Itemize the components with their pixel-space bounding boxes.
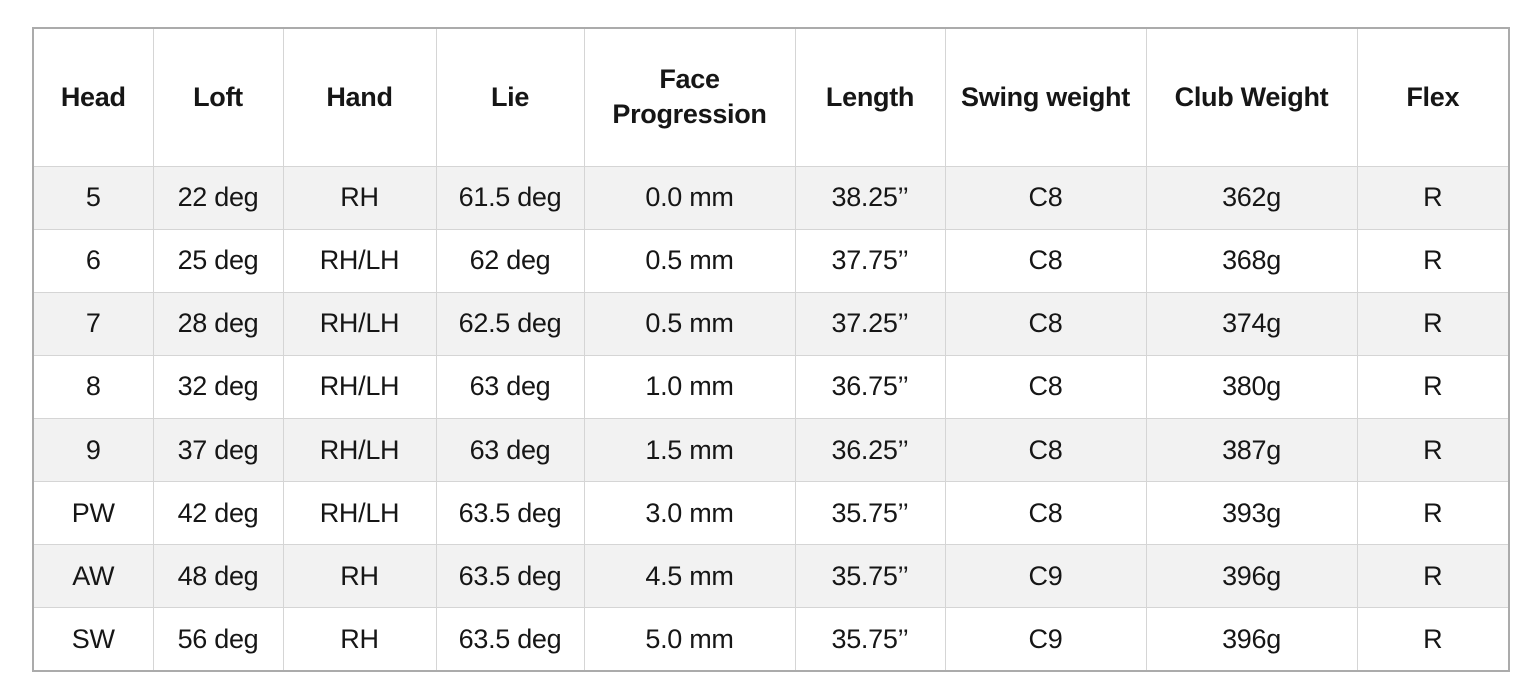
table-cell: 32 deg [152, 354, 284, 420]
table-row: 9 37 deg RH/LH 63 deg 1.5 mm 36.25’’ C8 387g R [32, 417, 1510, 483]
table-cell: 35.75’’ [794, 481, 946, 546]
table-cell: C8 [944, 165, 1147, 230]
table-cell: 0.5 mm [583, 291, 796, 356]
table-cell: 1.5 mm [583, 417, 796, 483]
table-cell: 62 deg [435, 228, 585, 293]
table-cell: R [1356, 291, 1510, 356]
table-cell: 25 deg [152, 228, 284, 293]
table-cell: RH/LH [282, 481, 437, 546]
club-spec-table: Head Loft Hand Lie Face Progression Leng… [32, 27, 1510, 672]
table-cell: 4.5 mm [583, 544, 796, 609]
column-header-swing-weight: Swing weight [944, 27, 1147, 167]
table-cell: RH [282, 544, 437, 609]
table-cell: 48 deg [152, 544, 284, 609]
column-header-head: Head [32, 27, 154, 167]
table-cell: C9 [944, 544, 1147, 609]
column-header-length: Length [794, 27, 946, 167]
table-cell: RH [282, 607, 437, 672]
table-cell: 0.0 mm [583, 165, 796, 230]
table-row: PW 42 deg RH/LH 63.5 deg 3.0 mm 35.75’’ C8 393g… [32, 481, 1510, 546]
table-cell: 0.5 mm [583, 228, 796, 293]
table-cell: C8 [944, 291, 1147, 356]
table-cell: C8 [944, 354, 1147, 420]
table-cell: 56 deg [152, 607, 284, 672]
table-cell: 374g [1145, 291, 1358, 356]
table-row: SW 56 deg RH 63.5 deg 5.0 mm 35.75’’ C9 396g R [32, 607, 1510, 672]
table-cell: R [1356, 354, 1510, 420]
table-row: 5 22 deg RH 61.5 deg 0.0 mm 38.25’’ C8 362g R [32, 165, 1510, 230]
table-cell: 1.0 mm [583, 354, 796, 420]
table-cell: SW [32, 607, 154, 672]
table-cell: 362g [1145, 165, 1358, 230]
table-cell: R [1356, 165, 1510, 230]
table-row: 7 28 deg RH/LH 62.5 deg 0.5 mm 37.25’’ C8 374g R [32, 291, 1510, 356]
table-cell: C8 [944, 417, 1147, 483]
table-cell: 37 deg [152, 417, 284, 483]
table-cell: 61.5 deg [435, 165, 585, 230]
table-cell: 63.5 deg [435, 544, 585, 609]
table-cell: RH/LH [282, 228, 437, 293]
table-cell: 42 deg [152, 481, 284, 546]
table-cell: 396g [1145, 607, 1358, 672]
table-body: 5 22 deg RH 61.5 deg 0.0 mm 38.25’’ C8 362g R 6 25… [32, 165, 1510, 672]
header-row: Head Loft Hand Lie Face Progression Leng… [32, 27, 1510, 167]
table-cell: RH/LH [282, 417, 437, 483]
table-cell: 63.5 deg [435, 481, 585, 546]
table-cell: PW [32, 481, 154, 546]
table-cell: 22 deg [152, 165, 284, 230]
table-cell: 5 [32, 165, 154, 230]
table-cell: R [1356, 544, 1510, 609]
table-cell: 387g [1145, 417, 1358, 483]
table-row: AW 48 deg RH 63.5 deg 4.5 mm 35.75’’ C9 396g R [32, 544, 1510, 609]
table-cell: 36.25’’ [794, 417, 946, 483]
table-cell: 380g [1145, 354, 1358, 420]
table-cell: R [1356, 228, 1510, 293]
table-cell: 38.25’’ [794, 165, 946, 230]
column-header-flex: Flex [1356, 27, 1510, 167]
table-cell: 36.75’’ [794, 354, 946, 420]
table-row: 8 32 deg RH/LH 63 deg 1.0 mm 36.75’’ C8 380g R [32, 354, 1510, 420]
table-cell: 3.0 mm [583, 481, 796, 546]
column-header-lie: Lie [435, 27, 585, 167]
table-header: Head Loft Hand Lie Face Progression Leng… [32, 27, 1510, 167]
table-cell: 63 deg [435, 417, 585, 483]
table-cell: AW [32, 544, 154, 609]
table-cell: 396g [1145, 544, 1358, 609]
table-cell: R [1356, 481, 1510, 546]
table-cell: 62.5 deg [435, 291, 585, 356]
table-cell: R [1356, 417, 1510, 483]
table-cell: C9 [944, 607, 1147, 672]
table-cell: 368g [1145, 228, 1358, 293]
table-cell: 35.75’’ [794, 607, 946, 672]
table-cell: RH [282, 165, 437, 230]
column-header-hand: Hand [282, 27, 437, 167]
table-cell: C8 [944, 481, 1147, 546]
table-cell: R [1356, 607, 1510, 672]
table-cell: 5.0 mm [583, 607, 796, 672]
table-row: 6 25 deg RH/LH 62 deg 0.5 mm 37.75’’ C8 368g R [32, 228, 1510, 293]
table-cell: 6 [32, 228, 154, 293]
table-cell: 35.75’’ [794, 544, 946, 609]
column-header-club-weight: Club Weight [1145, 27, 1358, 167]
table-cell: 393g [1145, 481, 1358, 546]
table-cell: 63 deg [435, 354, 585, 420]
table-cell: RH/LH [282, 291, 437, 356]
table-cell: 9 [32, 417, 154, 483]
column-header-face-progression: Face Progression [583, 27, 796, 167]
table-cell: 37.25’’ [794, 291, 946, 356]
table-cell: C8 [944, 228, 1147, 293]
table-cell: 8 [32, 354, 154, 420]
column-header-loft: Loft [152, 27, 284, 167]
table-cell: 63.5 deg [435, 607, 585, 672]
table-cell: 28 deg [152, 291, 284, 356]
table-cell: RH/LH [282, 354, 437, 420]
table-cell: 7 [32, 291, 154, 356]
table-cell: 37.75’’ [794, 228, 946, 293]
